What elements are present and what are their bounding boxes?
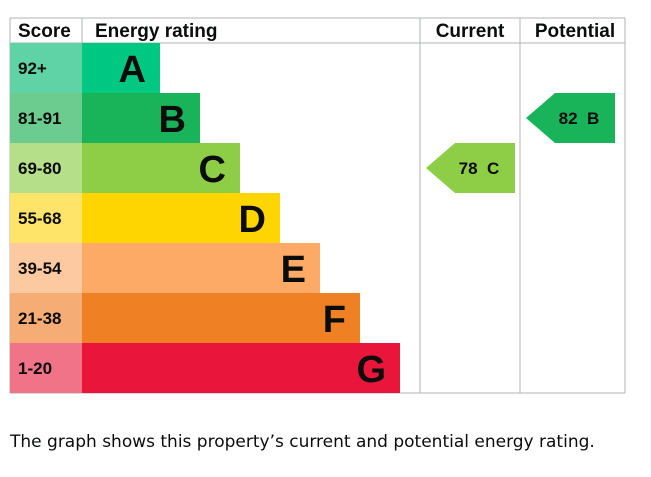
rating-markers: 78 C 82 B <box>426 93 615 193</box>
band-c: 69-80 C <box>10 143 240 193</box>
band-b-score-label: 81-91 <box>18 109 61 128</box>
band-d-bar <box>82 193 280 243</box>
band-e-letter: E <box>281 249 306 291</box>
band-e-score-cell <box>10 243 82 293</box>
band-a-letter: A <box>119 49 146 91</box>
band-c-score-cell <box>10 143 82 193</box>
band-g: 1-20 G <box>10 343 400 393</box>
band-c-score-label: 69-80 <box>18 159 61 178</box>
band-e-score-label: 39-54 <box>18 259 62 278</box>
band-g-score-label: 1-20 <box>18 359 52 378</box>
potential-rating-label: 82 B <box>559 109 600 128</box>
band-b: 81-91 B <box>10 93 200 143</box>
band-b-bar <box>82 93 200 143</box>
band-f: 21-38 F <box>10 293 360 343</box>
band-g-letter: G <box>356 349 386 391</box>
band-d: 55-68 D <box>10 193 280 243</box>
band-g-bar <box>82 343 400 393</box>
band-d-score-cell <box>10 193 82 243</box>
potential-rating-marker: 82 B <box>526 93 615 143</box>
band-e-bar <box>82 243 320 293</box>
header-potential: Potential <box>535 21 615 42</box>
header-energy-rating: Energy rating <box>95 21 217 42</box>
band-f-score-label: 21-38 <box>18 309 61 328</box>
epc-chart: Score Energy rating Current Potential 92… <box>9 17 626 394</box>
band-f-letter: F <box>323 299 346 341</box>
band-a: 92+ A <box>10 43 160 93</box>
band-b-letter: B <box>159 99 186 141</box>
band-a-score-label: 92+ <box>18 59 47 78</box>
band-f-score-cell <box>10 293 82 343</box>
band-c-letter: C <box>199 149 226 191</box>
band-c-bar <box>82 143 240 193</box>
band-d-letter: D <box>239 199 266 241</box>
header-current: Current <box>436 21 505 42</box>
band-a-score-cell <box>10 43 82 93</box>
current-rating-marker: 78 C <box>426 143 515 193</box>
band-g-score-cell <box>10 343 82 393</box>
potential-rating-arrow <box>526 93 615 143</box>
chart-headers: Score Energy rating Current Potential <box>18 21 615 42</box>
band-d-score-label: 55-68 <box>18 209 61 228</box>
band-f-bar <box>82 293 360 343</box>
band-e: 39-54 E <box>10 243 320 293</box>
band-a-bar <box>82 43 160 93</box>
header-score: Score <box>18 21 71 42</box>
current-rating-label: 78 C <box>459 159 500 178</box>
band-b-score-cell <box>10 93 82 143</box>
chart-caption: The graph shows this property’s current … <box>10 432 595 452</box>
rating-bands: 92+ A 81-91 B 69-80 C 55-68 D 39-54 E 21-38 F 1-20 G <box>10 43 400 393</box>
current-rating-arrow <box>426 143 515 193</box>
